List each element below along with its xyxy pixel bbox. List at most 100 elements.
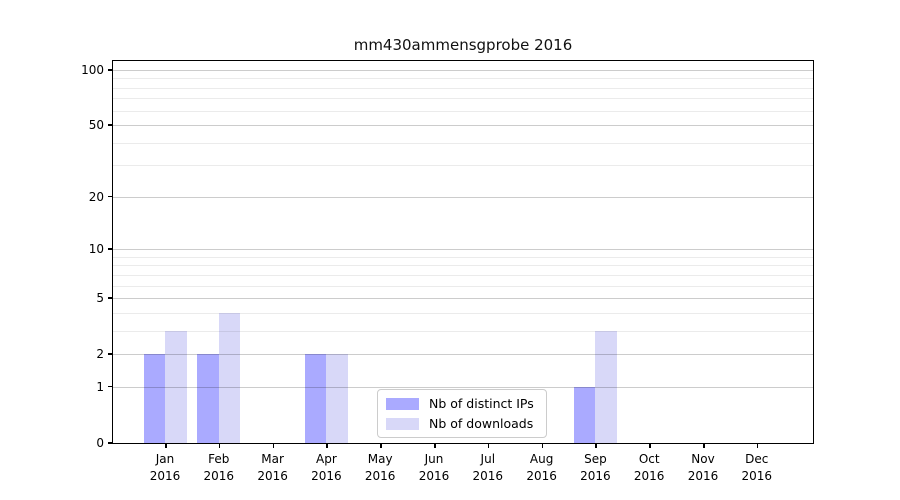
minor-gridline [113,312,813,314]
x-tick-label: Apr 2016 [296,451,356,485]
x-tick-year: 2016 [580,469,611,483]
major-gridline [113,386,813,388]
x-tick-month: Oct [638,452,660,466]
y-tick-mark [108,353,112,355]
minor-gridline [113,274,813,276]
x-tick-label: Jul 2016 [458,451,518,485]
x-tick-mark [541,443,544,448]
major-gridline [113,196,813,198]
x-tick-mark [487,443,490,448]
legend-label: Nb of downloads [429,416,534,431]
y-tick-label: 5 [96,291,104,306]
bar-ips-apr [304,354,327,443]
minor-gridline [113,265,813,267]
y-tick-label: 50 [88,118,104,133]
y-tick-label: 100 [81,63,104,77]
minor-gridline [113,110,813,112]
x-tick-mark [756,443,759,448]
x-tick-month: Jun [424,452,444,466]
minor-gridline [113,285,813,287]
x-tick-label: Sep 2016 [565,451,625,485]
x-tick-label: Nov 2016 [673,451,733,485]
x-tick-mark [380,443,382,448]
minor-gridline [113,87,813,89]
y-tick-mark [108,385,112,388]
minor-gridline [113,330,813,332]
y-tick-mark [108,297,112,299]
bar-downloads-sep [595,330,617,443]
y-tick-mark [108,124,112,126]
major-gridline [113,70,813,71]
major-gridline [113,249,813,251]
x-tick-year: 2016 [311,469,342,483]
y-tick-label: 20 [88,189,104,204]
x-tick-month: Feb [208,452,230,466]
x-tick-mark [703,443,705,448]
x-tick-label: Aug 2016 [512,451,572,485]
legend-item: Nb of downloads [386,416,534,431]
x-tick-month: Apr [316,452,337,466]
legend-swatch [386,417,419,430]
x-tick-year: 2016 [257,469,288,483]
x-tick-year: 2016 [203,469,235,483]
x-tick-year: 2016 [741,469,773,483]
y-tick-mark [108,195,112,198]
x-tick-month: Dec [745,452,769,466]
y-tick-label: 1 [96,379,104,394]
bar-ips-feb [197,354,219,443]
minor-gridline [113,142,813,144]
x-tick-month: May [367,452,393,466]
y-tick-mark [108,248,112,250]
x-tick-mark [272,443,275,448]
bar-ips-sep [573,386,596,443]
y-tick-label: 10 [88,242,104,257]
x-tick-label: Jan 2016 [135,451,195,485]
minor-gridline [113,165,813,167]
y-tick-label: 0 [96,436,104,450]
x-tick-year: 2016 [364,469,396,483]
x-tick-month: Mar [261,452,284,466]
bar-ips-jan [143,354,165,443]
plot-area [113,61,813,443]
x-tick-year: 2016 [526,469,557,483]
legend-swatch [386,397,419,410]
x-tick-mark [165,443,167,448]
x-tick-month: Nov [691,452,715,466]
legend: Nb of distinct IPs Nb of downloads [377,389,547,438]
y-tick-mark [108,442,112,444]
x-tick-mark [595,443,597,448]
minor-gridline [113,256,813,258]
x-tick-month: Sep [584,452,607,466]
x-tick-year: 2016 [149,469,181,483]
x-tick-month: Aug [529,452,554,466]
legend-label: Nb of distinct IPs [429,396,534,411]
bar-downloads-apr [326,354,348,443]
x-tick-mark [218,443,221,448]
x-tick-year: 2016 [687,469,719,483]
x-tick-month: Jul [480,452,496,466]
minor-gridline [113,78,813,80]
major-gridline [113,125,813,127]
x-tick-year: 2016 [633,469,665,483]
x-tick-label: Oct 2016 [619,451,679,485]
x-tick-mark [434,443,436,448]
x-tick-label: Feb 2016 [189,451,249,485]
y-tick-label: 2 [96,347,104,362]
x-tick-label: Dec 2016 [727,451,787,485]
x-tick-label: Mar 2016 [243,451,303,485]
x-tick-mark [326,443,328,448]
x-tick-label: Jun 2016 [404,451,464,485]
x-tick-year: 2016 [472,469,504,483]
x-tick-year: 2016 [418,469,450,483]
legend-item: Nb of distinct IPs [386,396,534,411]
major-gridline [113,354,813,356]
minor-gridline [113,98,813,100]
major-gridline [113,298,813,300]
x-tick-label: May 2016 [350,451,410,485]
x-tick-mark [649,443,651,448]
bar-downloads-feb [218,312,241,443]
bar-downloads-jan [165,330,187,443]
y-tick-mark [108,69,112,71]
x-tick-month: Jan [155,452,175,466]
